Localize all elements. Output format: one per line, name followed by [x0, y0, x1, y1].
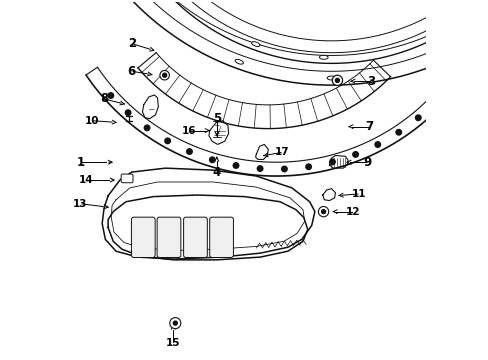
Circle shape	[335, 78, 339, 82]
Text: 2: 2	[127, 37, 136, 50]
Circle shape	[281, 166, 286, 172]
Circle shape	[164, 138, 170, 144]
Text: 4: 4	[212, 166, 221, 179]
Circle shape	[169, 318, 181, 329]
Circle shape	[305, 164, 311, 170]
Circle shape	[160, 71, 169, 80]
Text: 15: 15	[166, 338, 180, 348]
Circle shape	[173, 321, 177, 325]
Ellipse shape	[319, 55, 327, 59]
Circle shape	[329, 159, 334, 165]
Text: 8: 8	[100, 93, 108, 105]
FancyBboxPatch shape	[121, 174, 133, 183]
Text: 16: 16	[182, 126, 196, 136]
Text: 17: 17	[274, 147, 289, 157]
Circle shape	[108, 93, 113, 98]
Text: 6: 6	[127, 65, 136, 78]
Circle shape	[318, 207, 328, 217]
Circle shape	[163, 73, 166, 77]
Text: 3: 3	[366, 75, 374, 87]
Text: 1: 1	[76, 156, 84, 169]
Circle shape	[144, 125, 149, 131]
Text: 5: 5	[212, 112, 221, 125]
FancyBboxPatch shape	[131, 217, 155, 257]
Text: 9: 9	[362, 156, 370, 169]
Circle shape	[331, 75, 342, 86]
Circle shape	[432, 98, 438, 104]
Circle shape	[233, 163, 238, 168]
FancyBboxPatch shape	[209, 217, 233, 257]
Text: 7: 7	[364, 120, 372, 133]
Ellipse shape	[326, 76, 335, 80]
Text: 13: 13	[73, 199, 87, 209]
Text: 10: 10	[85, 116, 100, 126]
Text: 11: 11	[351, 189, 366, 199]
Circle shape	[321, 210, 325, 213]
Text: 14: 14	[79, 175, 94, 185]
Text: 12: 12	[346, 207, 360, 217]
Circle shape	[374, 142, 380, 147]
Circle shape	[186, 149, 192, 154]
Ellipse shape	[235, 59, 243, 64]
Circle shape	[209, 157, 215, 163]
Circle shape	[352, 152, 358, 157]
Circle shape	[395, 130, 401, 135]
FancyBboxPatch shape	[183, 217, 207, 257]
Circle shape	[415, 115, 420, 121]
Circle shape	[125, 110, 131, 116]
FancyBboxPatch shape	[157, 217, 181, 257]
Ellipse shape	[251, 42, 259, 46]
Circle shape	[257, 166, 263, 171]
